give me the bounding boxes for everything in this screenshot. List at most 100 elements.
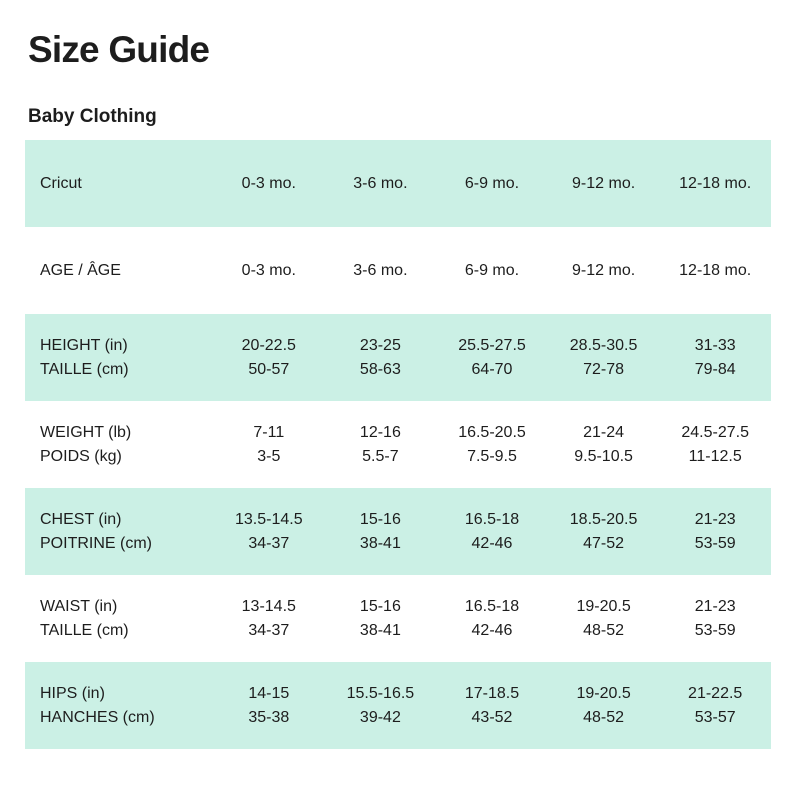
cell-line: 0-3 mo.	[241, 261, 296, 279]
size-guide-page: Size Guide Baby Clothing Cricut 0-3 mo. …	[0, 30, 795, 795]
row-label: WAIST (in) TAILLE (cm)	[25, 595, 213, 643]
cell-line: 12-16	[359, 423, 401, 441]
cell-line: 53-57	[694, 708, 736, 726]
cell-line: 12-18 mo.	[679, 261, 752, 279]
cell-line: 19-20.5	[576, 597, 631, 615]
size-cell: 12-18 mo.	[659, 259, 771, 283]
row-label-line: WEIGHT (lb)	[40, 423, 132, 441]
size-cell: 3-6 mo.	[325, 172, 437, 196]
cell-line: 53-59	[694, 621, 736, 639]
size-cell: 16.5-20.5 7.5-9.5	[436, 421, 548, 469]
cell-line: 16.5-18	[464, 597, 520, 615]
row-label: WEIGHT (lb) POIDS (kg)	[25, 421, 213, 469]
cell-line: 25.5-27.5	[458, 336, 526, 354]
size-cell: 7-11 3-5	[213, 421, 325, 469]
row-label: AGE / ÂGE	[25, 259, 213, 283]
cell-line: 38-41	[359, 621, 401, 639]
row-label-line: TAILLE (cm)	[40, 621, 129, 639]
cell-line: 15-16	[359, 597, 401, 615]
row-label-line: WAIST (in)	[40, 597, 118, 615]
cell-line: 39-42	[359, 708, 401, 726]
table-row-cricut: Cricut 0-3 mo. 3-6 mo. 6-9 mo. 9-12 mo. …	[25, 140, 771, 227]
size-cell: 15.5-16.5 39-42	[325, 682, 437, 730]
cell-line: 24.5-27.5	[681, 423, 749, 441]
size-cell: 14-15 35-38	[213, 682, 325, 730]
row-label-line: POIDS (kg)	[40, 447, 122, 465]
cell-line: 7-11	[253, 423, 285, 441]
cell-line: 34-37	[248, 621, 290, 639]
cell-line: 35-38	[248, 708, 290, 726]
table-row-weight: WEIGHT (lb) POIDS (kg) 7-11 3-5 12-16 5.…	[25, 401, 771, 488]
cell-line: 47-52	[583, 534, 625, 552]
cell-line: 64-70	[471, 360, 513, 378]
cell-line: 42-46	[471, 621, 513, 639]
size-cell: 0-3 mo.	[213, 172, 325, 196]
cell-line: 19-20.5	[576, 684, 631, 702]
cell-line: 17-18.5	[464, 684, 520, 702]
cell-line: 20-22.5	[241, 336, 296, 354]
size-cell: 21-23 53-59	[659, 595, 771, 643]
cell-line: 6-9 mo.	[464, 174, 520, 192]
size-cell: 21-22.5 53-57	[659, 682, 771, 730]
cell-line: 5.5-7	[362, 447, 399, 465]
row-label-line: AGE / ÂGE	[40, 261, 121, 279]
cell-line: 79-84	[694, 360, 736, 378]
size-cell: 12-18 mo.	[659, 172, 771, 196]
cell-line: 6-9 mo.	[464, 261, 520, 279]
size-cell: 9-12 mo.	[548, 172, 660, 196]
size-cell: 6-9 mo.	[436, 259, 548, 283]
cell-line: 72-78	[583, 360, 625, 378]
cell-line: 31-33	[694, 336, 736, 354]
cell-line: 42-46	[471, 534, 513, 552]
cell-line: 13.5-14.5	[234, 510, 303, 528]
cell-line: 9-12 mo.	[572, 261, 636, 279]
size-cell: 18.5-20.5 47-52	[548, 508, 660, 556]
size-table: Cricut 0-3 mo. 3-6 mo. 6-9 mo. 9-12 mo. …	[25, 140, 771, 749]
row-label: CHEST (in) POITRINE (cm)	[25, 508, 213, 556]
size-cell: 15-16 38-41	[325, 508, 437, 556]
cell-line: 9.5-10.5	[574, 447, 633, 465]
cell-line: 21-23	[694, 597, 736, 615]
cell-line: 16.5-20.5	[458, 423, 526, 441]
cell-line: 12-18 mo.	[679, 174, 752, 192]
cell-line: 14-15	[248, 684, 290, 702]
size-cell: 16.5-18 42-46	[436, 595, 548, 643]
cell-line: 15.5-16.5	[346, 684, 415, 702]
cell-line: 3-5	[257, 447, 281, 465]
size-cell: 12-16 5.5-7	[325, 421, 437, 469]
cell-line: 58-63	[359, 360, 401, 378]
cell-line: 0-3 mo.	[241, 174, 296, 192]
size-cell: 19-20.5 48-52	[548, 682, 660, 730]
cell-line: 18.5-20.5	[569, 510, 638, 528]
size-cell: 19-20.5 48-52	[548, 595, 660, 643]
cell-line: 53-59	[694, 534, 736, 552]
size-cell: 13-14.5 34-37	[213, 595, 325, 643]
row-label-line: HANCHES (cm)	[40, 708, 155, 726]
cell-line: 13-14.5	[241, 597, 296, 615]
size-cell: 17-18.5 43-52	[436, 682, 548, 730]
row-label-line: HEIGHT (in)	[40, 336, 128, 354]
row-label: Cricut	[25, 172, 213, 196]
row-label-line: CHEST (in)	[40, 510, 122, 528]
cell-line: 9-12 mo.	[572, 174, 636, 192]
cell-line: 21-22.5	[688, 684, 743, 702]
cell-line: 3-6 mo.	[353, 174, 408, 192]
cell-line: 48-52	[583, 708, 625, 726]
row-label: HIPS (in) HANCHES (cm)	[25, 682, 213, 730]
size-cell: 21-23 53-59	[659, 508, 771, 556]
cell-line: 3-6 mo.	[353, 261, 408, 279]
row-label-line: POITRINE (cm)	[40, 534, 152, 552]
size-cell: 28.5-30.5 72-78	[548, 334, 660, 382]
cell-line: 48-52	[583, 621, 625, 639]
size-cell: 0-3 mo.	[213, 259, 325, 283]
cell-line: 43-52	[471, 708, 513, 726]
cell-line: 16.5-18	[464, 510, 520, 528]
cell-line: 7.5-9.5	[467, 447, 517, 465]
cell-line: 11-12.5	[688, 447, 742, 465]
row-label-line: Cricut	[40, 174, 82, 192]
row-label-line: HIPS (in)	[40, 684, 105, 702]
table-row-hips: HIPS (in) HANCHES (cm) 14-15 35-38 15.5-…	[25, 662, 771, 749]
row-label-line: TAILLE (cm)	[40, 360, 129, 378]
size-cell: 23-25 58-63	[325, 334, 437, 382]
size-cell: 16.5-18 42-46	[436, 508, 548, 556]
